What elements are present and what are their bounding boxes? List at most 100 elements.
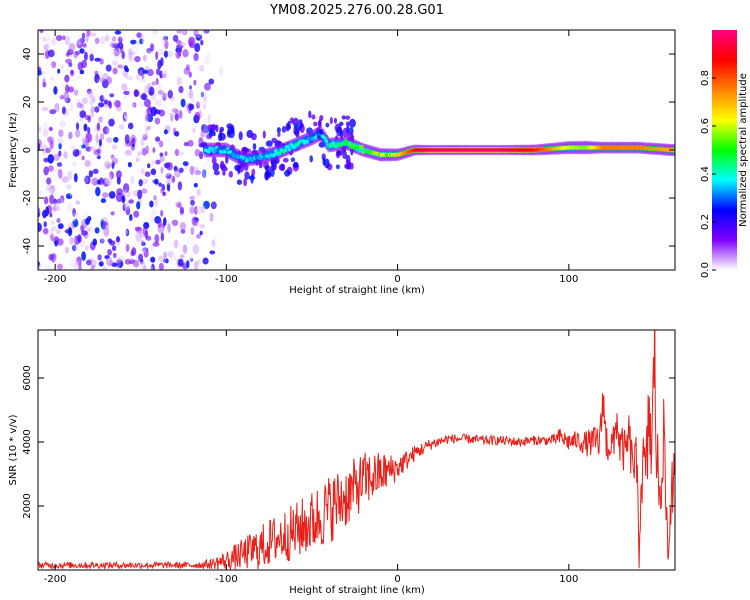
heatmap-noise-cell [73, 173, 78, 183]
colorbar-tick-label: 0.8 [700, 70, 711, 86]
heatmap-noise-cell [79, 48, 85, 54]
y-tick-label: 40 [22, 48, 33, 61]
heatmap-noise-cell [107, 111, 111, 116]
heatmap-noise-cell [287, 120, 291, 128]
heatmap-noise-cell [45, 264, 51, 270]
heatmap-noise-cell [193, 79, 197, 86]
heatmap-noise-cell [86, 30, 91, 37]
heatmap-ridge-core [213, 148, 218, 153]
heatmap-noise-cell [67, 227, 73, 237]
heatmap-noise-cell [155, 159, 161, 165]
heatmap-noise-cell [276, 127, 281, 134]
heatmap-noise-cell [138, 102, 145, 108]
heatmap-noise-cell [95, 134, 99, 144]
heatmap-noise-cell [117, 42, 124, 50]
heatmap-noise-cell [192, 128, 196, 133]
heatmap-noise-cell [136, 201, 141, 210]
heatmap-noise-cell [114, 41, 118, 46]
heatmap-noise-cell [129, 184, 135, 191]
heatmap-noise-cell [151, 263, 155, 270]
x-tick-label: -100 [215, 574, 238, 585]
heatmap-noise-cell [168, 63, 175, 72]
heatmap-noise-cell [180, 229, 186, 234]
heatmap-noise-cell [117, 209, 122, 218]
heatmap-noise-cell [50, 37, 57, 46]
heatmap-noise-cell [159, 152, 164, 157]
heatmap-noise-cell [61, 81, 65, 90]
heatmap-noise-cell [203, 104, 206, 110]
heatmap-noise-cell [213, 170, 220, 176]
heatmap-noise-cell [131, 45, 138, 55]
heatmap-noise-cell [177, 181, 183, 191]
heatmap-noise-cell [43, 263, 49, 268]
heatmap-noise-cell [187, 224, 192, 232]
heatmap-noise-cell [124, 67, 130, 73]
heatmap-noise-cell [138, 253, 144, 262]
heatmap-noise-cell [72, 208, 76, 217]
heatmap-noise-cell [132, 108, 139, 118]
heatmap-noise-cell [165, 71, 170, 79]
heatmap-noise-cell [94, 106, 100, 113]
heatmap-noise-cell [124, 230, 129, 235]
heatmap-noise-cell [130, 101, 135, 110]
heatmap-noise-cell [123, 202, 131, 211]
heatmap-noise-cell [170, 112, 174, 122]
heatmap-noise-cell [281, 125, 287, 133]
colorbar-tick-label: 0.6 [700, 118, 711, 134]
heatmap-noise-cell [290, 157, 296, 162]
heatmap-noise-cell [47, 154, 55, 164]
heatmap-noise-cell [88, 170, 94, 178]
heatmap-noise-cell [139, 38, 144, 45]
heatmap-noise-cell [43, 196, 49, 205]
heatmap-noise-cell [102, 192, 109, 199]
heatmap-noise-cell [83, 80, 89, 86]
heatmap-noise-cell [53, 253, 57, 260]
heatmap-noise-cell [329, 117, 333, 125]
heatmap-noise-cell [252, 143, 257, 150]
heatmap-noise-cell [71, 121, 77, 130]
heatmap-noise-cell [111, 262, 118, 267]
heatmap-noise-cell [119, 35, 126, 40]
heatmap-noise-cell [91, 90, 97, 98]
heatmap-noise-cell [89, 110, 95, 118]
heatmap-noise-cell [159, 140, 164, 148]
heatmap-noise-cell [140, 240, 145, 246]
heatmap-noise-cell [91, 259, 97, 268]
heatmap-noise-cell [113, 158, 119, 165]
heatmap-noise-cell [174, 148, 179, 157]
heatmap-noise-cell [334, 117, 337, 124]
heatmap-noise-cell [163, 35, 169, 41]
heatmap-noise-cell [42, 44, 50, 53]
heatmap-noise-cell [56, 238, 64, 246]
spectrogram-y-axis: -40 -20 0 20 40 [22, 48, 675, 254]
heatmap-noise-cell [106, 137, 113, 144]
heatmap-noise-cell [73, 243, 81, 252]
heatmap-noise-cell [112, 252, 117, 259]
heatmap-noise-cell [142, 69, 149, 74]
heatmap-noise-cell [349, 118, 356, 128]
heatmap-noise-cell [157, 48, 164, 56]
heatmap-noise-cell [203, 137, 207, 144]
heatmap-noise-cell [212, 162, 220, 172]
heatmap-noise-cell [58, 150, 62, 157]
heatmap-noise-cell [160, 232, 165, 242]
heatmap-noise-cell [116, 131, 122, 141]
heatmap-noise-cell [74, 163, 79, 169]
heatmap-noise-cell [107, 249, 112, 256]
heatmap-noise-cell [118, 255, 125, 262]
heatmap-noise-cell [109, 93, 115, 98]
heatmap-noise-cell [311, 114, 316, 120]
heatmap-noise-cell [151, 159, 156, 166]
heatmap-noise-cell [142, 54, 147, 62]
heatmap-noise-cell [284, 169, 291, 177]
colorbar-ticks: 0.0 0.2 0.4 0.6 0.8 [700, 70, 716, 278]
heatmap-noise-cell [199, 224, 205, 229]
heatmap-noise-cell [53, 257, 59, 265]
heatmap-noise-cell [42, 36, 47, 42]
heatmap-noise-cell [142, 264, 147, 270]
heatmap-noise-cell [63, 91, 69, 102]
heatmap-noise-cell [153, 182, 160, 187]
heatmap-noise-cell [111, 43, 118, 49]
spectrogram-x-label: Height of straight line (km) [289, 285, 425, 296]
